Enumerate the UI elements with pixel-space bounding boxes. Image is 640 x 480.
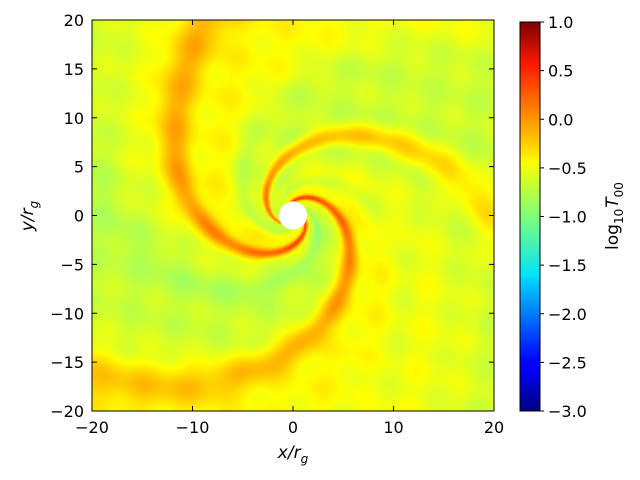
colorbar: 1.0 0.5 0.0 −0.5 −1.0 −1.5 −2.0 −2.5 −3.0 log10T… <box>519 13 626 421</box>
x-tick-label: 0 <box>288 418 298 437</box>
colorbar-tick-label: −0.5 <box>548 159 587 178</box>
colorbar-tick-label: −2.0 <box>548 305 587 324</box>
colorbar-tick-label: 1.0 <box>548 13 573 32</box>
x-tick-label: −10 <box>176 418 210 437</box>
colorbar-tick-label: 0.5 <box>548 62 573 81</box>
colorbar-tick-label: 0.0 <box>548 110 573 129</box>
y-axis-label: y/rg <box>18 200 41 232</box>
y-tick-label: 10 <box>64 109 84 128</box>
x-tick-label: 10 <box>383 418 403 437</box>
x-axis-label: x/rg <box>277 443 309 466</box>
y-tick-label: 0 <box>74 207 84 226</box>
colorbar-tick-label: −1.0 <box>548 208 587 227</box>
y-tick-label: −20 <box>50 402 84 421</box>
colorbar-gradient <box>519 21 541 412</box>
excised-center <box>278 201 308 230</box>
y-tick-label: 20 <box>64 11 84 30</box>
x-axis: −20 −10 0 10 20 <box>75 20 504 437</box>
y-tick-label: −10 <box>50 304 84 323</box>
colorbar-tick-label: −2.5 <box>548 353 587 372</box>
colorbar-tick-label: −1.5 <box>548 256 587 275</box>
x-tick-label: 20 <box>484 418 504 437</box>
y-axis: −20 −15 −10 −5 0 5 10 15 20 <box>50 11 494 421</box>
y-tick-label: −15 <box>50 353 84 372</box>
x-tick-label: −20 <box>75 418 109 437</box>
colorbar-tick-label: −3.0 <box>548 402 587 421</box>
y-tick-label: 5 <box>74 158 84 177</box>
y-tick-label: −5 <box>60 255 84 274</box>
colorbar-ticks: 1.0 0.5 0.0 −0.5 −1.0 −1.5 −2.0 −2.5 −3.0 <box>540 13 587 421</box>
y-tick-label: 15 <box>64 60 84 79</box>
colorbar-label: log10T00 <box>603 182 626 250</box>
